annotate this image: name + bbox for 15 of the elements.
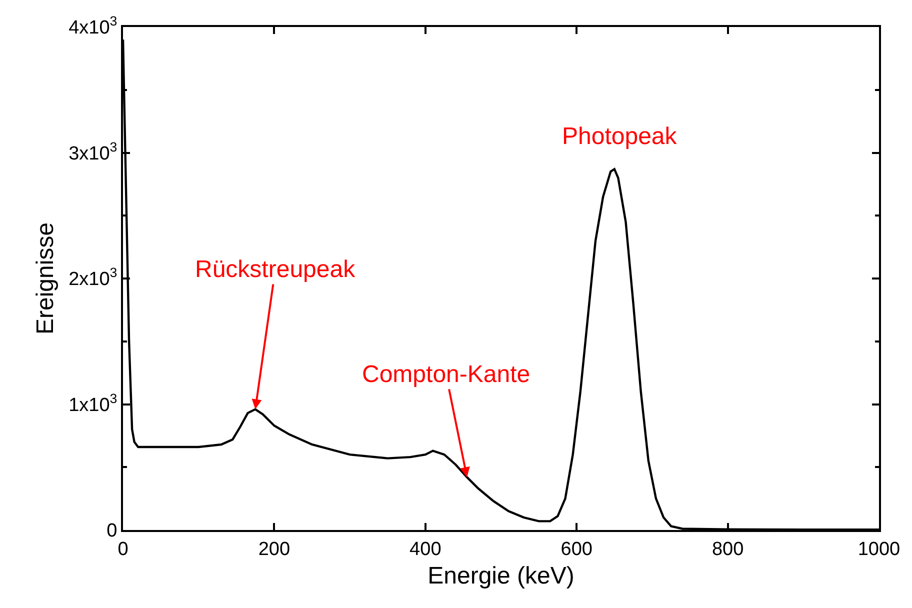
annotation: Photopeak: [562, 123, 678, 150]
x-tick-label: 600: [560, 538, 592, 560]
y-tick-label: 3x10$^{3}$: [68, 139, 118, 164]
x-tick-label: 200: [258, 538, 290, 560]
y-tick-label: 4x10$^{3}$: [68, 14, 118, 39]
y-axis-title: Ereignisse: [32, 222, 60, 335]
annotation: Compton-Kante: [362, 361, 530, 388]
x-tick-label: 1000: [858, 538, 900, 560]
x-tick-label: 800: [712, 538, 744, 560]
x-axis-title: Energie (keV): [428, 562, 574, 590]
y-tick-label: 0: [106, 520, 118, 542]
y-tick-label: 1x10$^{3}$: [68, 390, 118, 416]
x-tick-label: 400: [410, 538, 442, 560]
y-tick-label: 2x10$^{3}$: [68, 265, 118, 290]
annotation: Rückstreupeak: [195, 256, 356, 283]
